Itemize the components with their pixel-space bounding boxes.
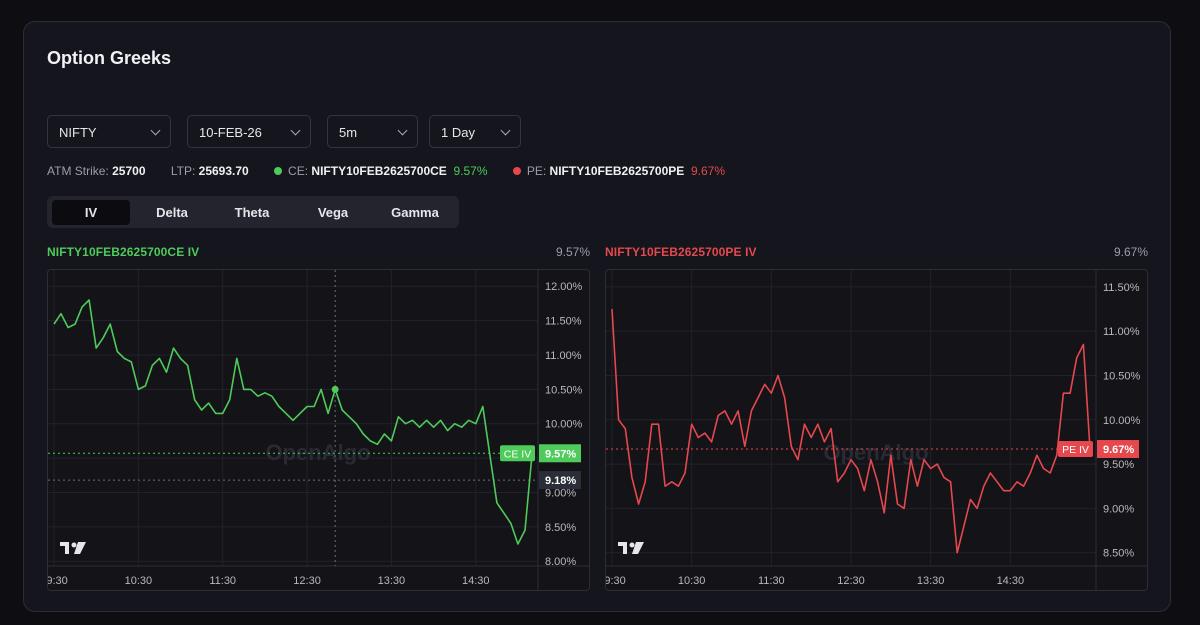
ce-iv-chart-panel[interactable]: 12.00%11.50%11.00%10.50%10.00%9.50%9.00%…: [47, 269, 590, 591]
pe-label: PE:: [526, 164, 547, 178]
y-tick-label: 8.50%: [545, 522, 576, 534]
crosshair-price-box: [539, 471, 581, 490]
series-label-box: [1058, 441, 1093, 458]
x-tick-label: 13:30: [378, 575, 406, 587]
ce-label: CE:: [288, 164, 309, 178]
ltp: LTP: 25693.70: [171, 164, 249, 178]
expiry-select[interactable]: 10-FEB-26: [187, 115, 311, 148]
logo-part: [623, 542, 627, 554]
series-label-box: [500, 445, 535, 462]
atm-strike-label: ATM Strike:: [47, 164, 109, 178]
y-tick-label: 10.00%: [1103, 415, 1141, 427]
chevron-down-icon: [150, 125, 161, 136]
series-label: PE IV: [1062, 444, 1089, 456]
y-tick-label: 12.00%: [545, 281, 583, 293]
x-tick-label: 09:30: [48, 575, 68, 587]
iv-series-line: [611, 308, 1091, 554]
ltp-label: LTP:: [170, 164, 196, 178]
range-select[interactable]: 1 Day: [429, 115, 521, 148]
y-tick-label: 8.00%: [545, 556, 576, 568]
expiry-select-value: 10-FEB-26: [199, 125, 262, 140]
pe-iv-value: 9.67%: [690, 164, 725, 178]
pe-symbol: NIFTY10FEB2625700PE: [549, 164, 685, 178]
logo-part: [60, 542, 69, 546]
greek-tabs: IV Delta Theta Vega Gamma: [47, 196, 459, 228]
option-greeks-card: Option Greeks NIFTY 10-FEB-26 5m 1 Day A…: [23, 21, 1171, 612]
ce-iv-chart[interactable]: 12.00%11.50%11.00%10.50%10.00%9.50%9.00%…: [48, 270, 590, 591]
y-tick-label: 10.00%: [545, 419, 583, 431]
tradingview-logo-icon: [60, 542, 86, 554]
tab-gamma[interactable]: Gamma: [391, 205, 439, 220]
symbol-select[interactable]: NIFTY: [47, 115, 171, 148]
x-tick-label: 11:30: [758, 575, 785, 587]
chevron-down-icon: [397, 125, 408, 136]
ce-status-dot-icon: [274, 167, 283, 175]
current-price-label: 9.57%: [545, 448, 576, 460]
tab-iv[interactable]: IV: [52, 200, 130, 225]
ce-info: CE: NIFTY10FEB2625700CE 9.57%: [274, 164, 488, 178]
tab-vega[interactable]: Vega: [317, 205, 349, 220]
crosshair-price-label: 9.18%: [545, 475, 576, 487]
ce-chart-value: 9.57%: [555, 245, 590, 259]
x-tick-label: 13:30: [917, 575, 945, 587]
watermark: OpenAlgo: [265, 440, 370, 465]
atm-strike-value: 25700: [112, 164, 146, 178]
symbol-select-value: NIFTY: [59, 125, 97, 140]
atm-strike: ATM Strike: 25700: [47, 164, 146, 178]
range-select-value: 1 Day: [441, 125, 475, 140]
chevron-down-icon: [500, 125, 511, 136]
watermark: OpenAlgo: [823, 440, 928, 465]
chart-background: [606, 270, 1147, 590]
logo-part: [74, 542, 86, 554]
x-tick-label: 14:30: [462, 575, 490, 587]
chevron-down-icon: [290, 125, 301, 136]
contract-info-bar: ATM Strike: 25700 LTP: 25693.70 CE: NIFT…: [47, 164, 747, 178]
chart-background: [48, 270, 589, 590]
pe-chart-value: 9.67%: [1113, 245, 1148, 259]
logo-part: [632, 542, 644, 554]
crosshair-point: [331, 385, 339, 393]
tab-delta[interactable]: Delta: [156, 205, 188, 220]
pe-info: PE: NIFTY10FEB2625700PE 9.67%: [512, 164, 725, 178]
x-tick-label: 10:30: [678, 575, 706, 587]
x-tick-label: 10:30: [125, 575, 153, 587]
ce-iv-value: 9.57%: [453, 164, 488, 178]
y-tick-label: 10.50%: [545, 384, 583, 396]
y-tick-label: 9.00%: [545, 487, 576, 499]
y-tick-label: 11.50%: [545, 316, 582, 328]
x-tick-label: 14:30: [997, 575, 1025, 587]
pe-chart-title: NIFTY10FEB2625700PE IV: [605, 245, 757, 259]
interval-select[interactable]: 5m: [327, 115, 418, 148]
iv-series-line: [53, 299, 533, 545]
y-tick-label: 8.50%: [1103, 548, 1134, 560]
series-label: CE IV: [504, 448, 531, 460]
y-tick-label: 10.50%: [1103, 370, 1141, 382]
y-tick-label: 11.00%: [1103, 326, 1140, 338]
current-price-box: [1097, 440, 1139, 459]
y-tick-label: 9.50%: [1103, 459, 1134, 471]
pe-iv-chart[interactable]: 11.50% 11.00% 10.50% 10.00% 9.50% 9.00% 8.50% 0…: [606, 270, 1148, 591]
page-title: Option Greeks: [47, 48, 172, 68]
pe-status-dot-icon: [512, 167, 521, 175]
current-price-label: 9.67%: [1103, 444, 1134, 456]
y-tick-label: 11.50%: [1103, 282, 1140, 294]
logo-part: [618, 542, 627, 546]
ce-symbol: NIFTY10FEB2625700CE: [311, 164, 447, 178]
x-tick-label: 11:30: [209, 575, 236, 587]
logo-part: [65, 542, 69, 554]
interval-select-value: 5m: [339, 125, 358, 140]
logo-part: [629, 542, 635, 548]
y-tick-label: 11.00%: [545, 350, 582, 362]
x-tick-label: 12:30: [837, 575, 865, 587]
tab-theta[interactable]: Theta: [234, 205, 270, 220]
pe-iv-chart-panel[interactable]: 11.50% 11.00% 10.50% 10.00% 9.50% 9.00% 8.50% 0…: [605, 269, 1148, 591]
current-price-box: [539, 444, 581, 463]
x-tick-label: 12:30: [293, 575, 321, 587]
ltp-value: 25693.70: [198, 164, 249, 178]
logo-part: [71, 542, 77, 548]
ce-chart-title: NIFTY10FEB2625700CE IV: [47, 245, 200, 259]
tradingview-logo-icon: [618, 542, 644, 554]
y-tick-label: 9.00%: [1103, 503, 1134, 515]
x-tick-label: 09:30: [606, 575, 626, 587]
